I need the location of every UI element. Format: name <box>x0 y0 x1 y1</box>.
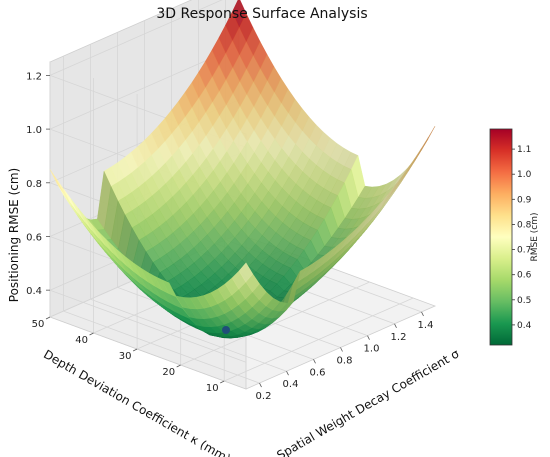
axis-ticks: 0.2 0.4 0.6 0.8 1.0 1.2 1.4 10 20 30 40 50 0.4 0.6 0.8… <box>26 71 433 402</box>
colorbar-bar <box>489 128 513 346</box>
z-tick-label: 0.4 <box>26 286 42 297</box>
y-tick-mark <box>220 380 225 384</box>
colorbar-label: RMSE (cm) <box>530 212 540 261</box>
y-tick-label: 20 <box>162 367 175 378</box>
colorbar-tick-label: 0.4 <box>517 321 532 331</box>
y-tick-mark <box>176 364 181 368</box>
x-tick-label: 1.2 <box>391 332 407 343</box>
x-tick-label: 0.8 <box>337 356 353 367</box>
colorbar-tick-label: 0.7 <box>517 246 531 256</box>
surface-facet <box>238 262 254 283</box>
x-tick-label: 1.4 <box>418 320 434 331</box>
x-tick-mark <box>259 382 262 388</box>
x-tick-label: 0.6 <box>310 367 326 378</box>
marker-layer <box>222 326 230 334</box>
x-tick-mark <box>394 323 397 328</box>
x-tick-label: 0.2 <box>256 391 272 402</box>
y-tick-label: 40 <box>75 335 88 346</box>
y-tick-mark <box>132 348 138 352</box>
colorbar-tick-label: 0.5 <box>517 296 531 306</box>
y-tick-label: 50 <box>32 319 45 330</box>
x-tick-mark <box>421 311 424 317</box>
x-tick-mark <box>340 347 343 352</box>
z-tick-label: 0.8 <box>26 179 42 190</box>
colorbar-tick-label: 0.6 <box>517 271 532 281</box>
colorbar-tick-label: 1.0 <box>517 170 532 180</box>
colorbar-tick-label: 1.1 <box>517 145 531 155</box>
y-tick-label: 10 <box>206 383 219 394</box>
surface-mesh <box>49 0 436 339</box>
x-tick-mark <box>286 371 289 376</box>
x-tick-label: 0.4 <box>283 379 299 390</box>
x-tick-mark <box>367 335 370 340</box>
y-tick-mark <box>45 316 51 320</box>
y-tick-label: 30 <box>119 351 132 362</box>
x-tick-label: 1.0 <box>364 344 380 355</box>
z-axis-label: Positioning RMSE (cm) <box>7 168 21 302</box>
colorbar-tick-label: 0.9 <box>517 195 532 205</box>
minimum-point-marker <box>222 326 230 334</box>
z-tick-label: 0.6 <box>26 233 42 244</box>
x-tick-mark <box>313 359 316 364</box>
chart-title: 3D Response Surface Analysis <box>156 6 367 22</box>
colorbar-tick-label: 0.8 <box>517 220 532 230</box>
y-tick-mark <box>89 332 94 336</box>
z-tick-label: 1.0 <box>26 125 42 136</box>
colorbar: 0.4 0.5 0.6 0.7 0.8 0.9 1.0 1.1 <box>489 128 532 346</box>
z-tick-label: 1.2 <box>26 71 42 82</box>
